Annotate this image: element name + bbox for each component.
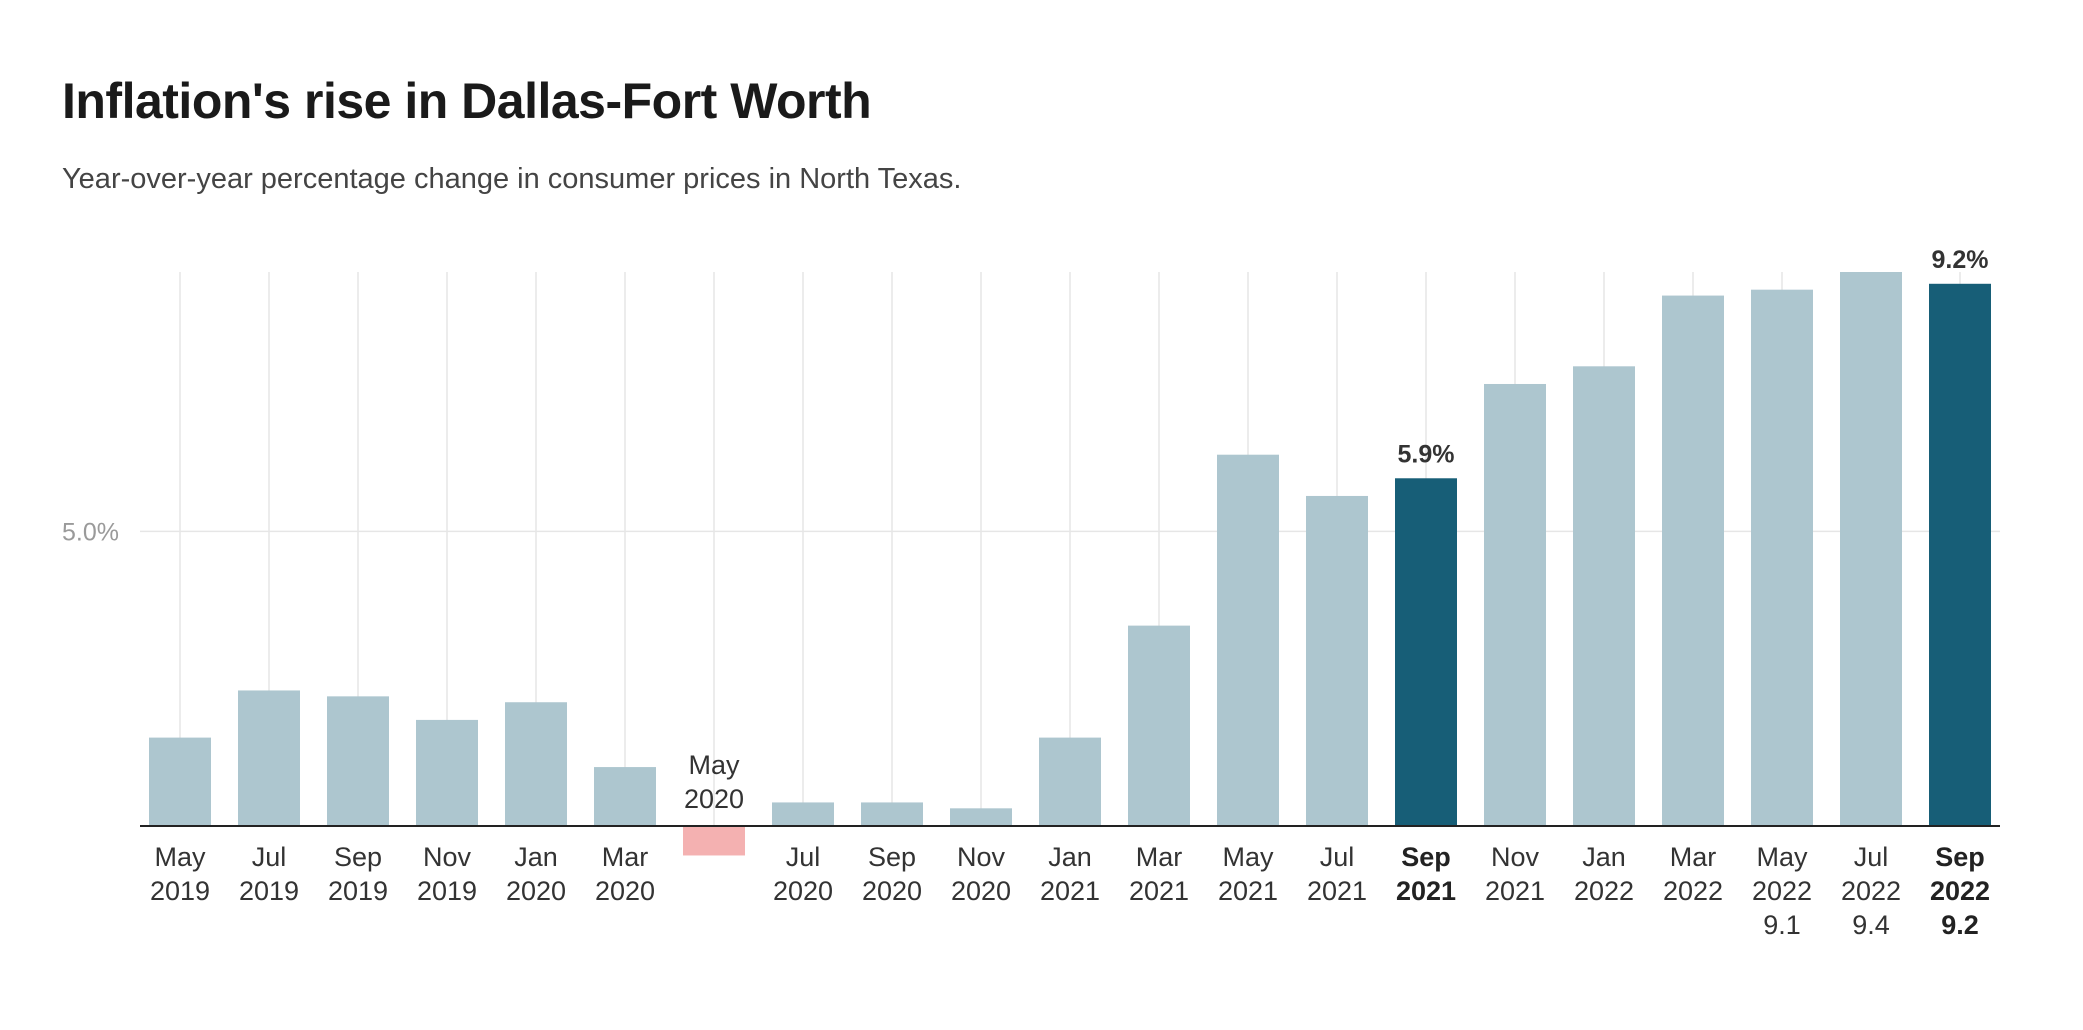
bar: [1840, 272, 1902, 826]
x-tick-label-month: Jul: [786, 842, 821, 872]
data-label: 5.9%: [1398, 440, 1455, 468]
bar: [950, 808, 1012, 826]
bar: [1929, 283, 1991, 826]
x-tick-label-year: 2021: [1129, 876, 1189, 906]
bar: [1573, 366, 1635, 826]
x-tick-label-month: Sep: [1401, 842, 1451, 872]
x-tick-label-year: 2020: [951, 876, 1011, 906]
bar: [1751, 289, 1813, 826]
bar: [1306, 495, 1368, 826]
bar: [861, 802, 923, 826]
x-tick-label-month: Sep: [1935, 842, 1985, 872]
x-tick-label-year: 2019: [417, 876, 477, 906]
bar: [1217, 454, 1279, 826]
x-tick-label-month: Nov: [957, 842, 1006, 872]
bar: [149, 737, 211, 826]
x-tick-label-year: 2020: [862, 876, 922, 906]
x-tick-label-month: May: [1756, 842, 1808, 872]
x-tick-label-year: 2021: [1485, 876, 1545, 906]
data-label: 9.2%: [1932, 246, 1989, 274]
bar: [1662, 295, 1724, 826]
x-tick-label-year: 2022: [1752, 876, 1812, 906]
bar: [683, 826, 745, 856]
x-tick-label-year: 2022: [1930, 876, 1990, 906]
x-tick-label-year: 2019: [239, 876, 299, 906]
bar: [594, 767, 656, 826]
x-tick-label-year: 2019: [328, 876, 388, 906]
x-tick-label-month: Nov: [423, 842, 472, 872]
x-tick-label-year: 2021: [1218, 876, 1278, 906]
x-tick-label-year: 2022: [1663, 876, 1723, 906]
x-tick-label-month: May: [1222, 842, 1274, 872]
bar: [505, 702, 567, 826]
bar: [1484, 383, 1546, 826]
x-tick-label-year: 2021: [1040, 876, 1100, 906]
y-tick-label: 5.0%: [62, 518, 119, 546]
bar: [327, 696, 389, 826]
x-tick-label-month: Jul: [1320, 842, 1355, 872]
x-tick-label-month: Nov: [1491, 842, 1540, 872]
x-tick-label-month: May: [154, 842, 206, 872]
x-tick-label-month: Jul: [1854, 842, 1889, 872]
chart-title: Inflation's rise in Dallas-Fort Worth: [62, 73, 872, 129]
x-tick-label-year: 2021: [1396, 876, 1456, 906]
x-tick-label-year: 2020: [506, 876, 566, 906]
chart-subtitle: Year-over-year percentage change in cons…: [62, 163, 962, 195]
x-tick-label-month: May: [688, 750, 740, 780]
x-tick-label-year: 2020: [595, 876, 655, 906]
bar: [1039, 737, 1101, 826]
x-tick-label-year: 2022: [1841, 876, 1901, 906]
x-tick-label-month: Sep: [868, 842, 916, 872]
bar: [238, 690, 300, 826]
bar: [772, 802, 834, 826]
x-tick-value-label: 9.1: [1763, 910, 1801, 940]
x-tick-label-month: Jan: [1582, 842, 1626, 872]
x-tick-label-month: Sep: [334, 842, 382, 872]
x-tick-label-month: Mar: [602, 842, 649, 872]
x-tick-label-month: Mar: [1136, 842, 1183, 872]
bar: [416, 719, 478, 826]
x-tick-label-month: Jan: [1048, 842, 1092, 872]
x-tick-label-year: 2020: [684, 784, 744, 814]
x-tick-label-month: Jan: [514, 842, 558, 872]
bar: [1395, 478, 1457, 826]
bar: [1128, 625, 1190, 826]
x-tick-label-month: Jul: [252, 842, 287, 872]
x-tick-label-month: Mar: [1670, 842, 1717, 872]
x-tick-label-year: 2021: [1307, 876, 1367, 906]
x-tick-label-year: 2019: [150, 876, 210, 906]
x-tick-label-year: 2020: [773, 876, 833, 906]
x-tick-value-label: 9.2: [1941, 910, 1979, 940]
x-tick-value-label: 9.4: [1852, 910, 1890, 940]
x-tick-label-year: 2022: [1574, 876, 1634, 906]
